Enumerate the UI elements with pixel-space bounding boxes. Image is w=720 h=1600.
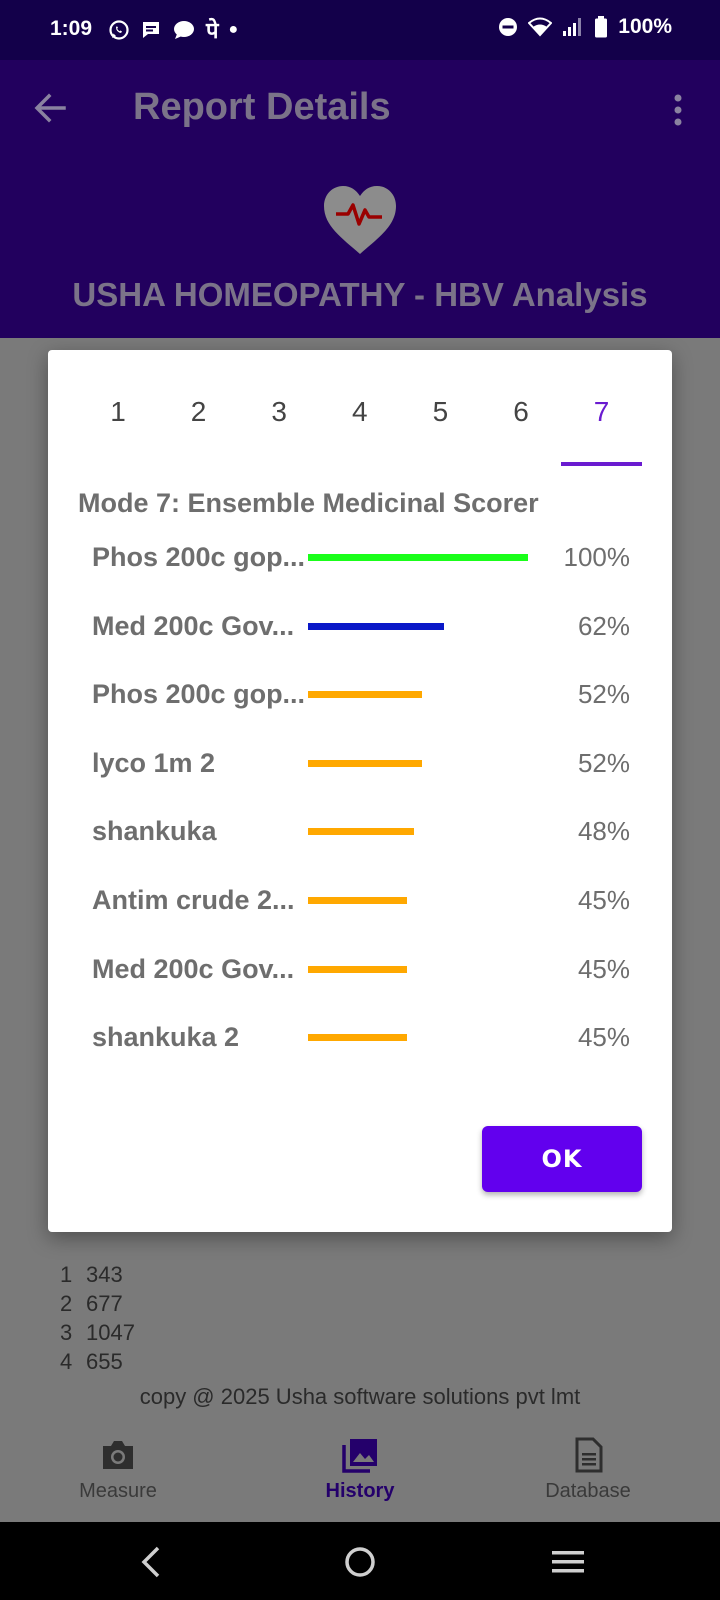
score-bar <box>308 965 407 973</box>
remedy-name: Med 200c Gov... <box>92 953 295 984</box>
score-row: Med 200c Gov... 45% <box>92 946 632 1015</box>
score-bar <box>308 896 407 904</box>
signal-icon <box>563 18 582 36</box>
score-row: Phos 200c gop... 52% <box>92 671 632 740</box>
score-bar <box>308 691 423 699</box>
list-item: 4 655 <box>60 1349 123 1374</box>
tab-mode-1[interactable]: 1 <box>110 396 126 427</box>
dnd-icon <box>499 18 518 36</box>
score-bar-track <box>308 896 528 904</box>
chat-icon <box>174 21 194 39</box>
score-bar <box>308 759 423 767</box>
active-tab-indicator <box>561 462 642 466</box>
score-row: shankuka 48% <box>92 808 632 877</box>
system-home-icon[interactable] <box>340 1542 380 1582</box>
score-percent: 45% <box>577 1022 630 1053</box>
copyright-text: copy @ 2025 Usha software solutions pvt … <box>139 1384 581 1409</box>
app-subtitle: USHA HOMEOPATHY - HBV Analysis <box>72 276 648 313</box>
score-bar-track <box>308 965 528 973</box>
score-bar-track <box>308 691 528 699</box>
tab-mode-2[interactable]: 2 <box>190 396 207 427</box>
score-bar <box>308 622 445 630</box>
nav-label-history: History <box>325 1480 395 1502</box>
page-title: Report Details <box>133 86 391 128</box>
score-bar <box>308 1034 407 1042</box>
list-item: 1 343 <box>60 1262 123 1287</box>
ok-button[interactable]: OK <box>482 1126 642 1192</box>
system-back-icon[interactable] <box>132 1542 172 1582</box>
mode-title: Mode 7: Ensemble Medicinal Scorer <box>78 488 539 518</box>
score-percent: 48% <box>577 816 630 847</box>
battery-percent: 100% <box>618 15 672 38</box>
arrow-back-icon[interactable] <box>30 88 70 128</box>
list-item: 2 677 <box>60 1291 123 1316</box>
score-percent: 62% <box>577 610 630 641</box>
nav-item-history[interactable]: History <box>280 1436 440 1503</box>
tab-mode-5[interactable]: 5 <box>432 396 449 427</box>
score-percent: 45% <box>577 884 630 915</box>
score-bar-track <box>308 828 528 836</box>
bottom-navigation: Measure History Database <box>0 1424 720 1522</box>
remedy-name: lyco 1m 2 <box>92 747 216 778</box>
message-icon <box>143 22 159 38</box>
heart-pulse-icon <box>324 186 396 254</box>
score-percent: 52% <box>577 679 630 710</box>
tab-mode-4[interactable]: 4 <box>352 396 368 427</box>
system-navigation-bar <box>0 1522 720 1600</box>
mode-tabs: 1 2 3 4 5 6 7 <box>78 382 642 442</box>
dot-icon: ● <box>228 21 239 38</box>
tab-mode-3[interactable]: 3 <box>271 396 287 427</box>
system-recents-icon[interactable] <box>548 1542 588 1582</box>
score-bar-track <box>308 1034 528 1042</box>
remedy-name: shankuka <box>92 816 217 847</box>
score-percent: 100% <box>563 542 631 572</box>
score-bar-track <box>308 554 528 561</box>
nav-label-database: Database <box>545 1480 631 1502</box>
system-status-icons: 100% <box>498 15 672 39</box>
remedy-name: Phos 200c gop... <box>92 679 306 710</box>
score-bar <box>308 828 414 836</box>
whatsapp-icon <box>109 20 129 40</box>
tab-mode-7[interactable]: 7 <box>593 396 610 427</box>
score-percent: 45% <box>577 953 630 984</box>
notification-icons: पे ● <box>108 15 238 45</box>
score-list: Phos 200c gop... 100% Med 200c Gov... 62… <box>92 534 632 1083</box>
wifi-icon <box>528 17 553 37</box>
score-row: Med 200c Gov... 62% <box>92 603 632 672</box>
remedy-name: shankuka 2 <box>92 1022 240 1053</box>
score-row: lyco 1m 2 52% <box>92 740 632 809</box>
values-list: 1 343 2 677 3 1047 4 655 <box>60 1260 135 1376</box>
remedy-name: Med 200c Gov... <box>92 610 295 641</box>
nav-label-measure: Measure <box>79 1480 157 1502</box>
phonepe-icon: पे <box>206 19 219 44</box>
nav-item-database[interactable]: Database <box>508 1436 668 1503</box>
mode-results-dialog: 1 2 3 4 5 6 7 Mode 7: Ensemble Medicinal… <box>48 350 672 1232</box>
photo-library-icon <box>342 1439 377 1473</box>
database-icon <box>575 1437 603 1473</box>
score-row: Phos 200c gop... 100% <box>92 534 632 603</box>
score-percent: 52% <box>577 747 630 778</box>
status-bar: 1:09 पे ● 100% <box>0 0 720 60</box>
score-bar-track <box>308 622 528 630</box>
tab-mode-6[interactable]: 6 <box>513 396 529 427</box>
score-row: Antim crude 2... 45% <box>92 877 632 946</box>
remedy-name: Phos 200c gop... <box>92 542 306 572</box>
status-time: 1:09 <box>50 17 93 40</box>
battery-icon <box>595 16 608 38</box>
score-bar-track <box>308 759 528 767</box>
camera-icon <box>103 1441 133 1469</box>
nav-item-measure[interactable]: Measure <box>38 1436 198 1503</box>
more-vert-icon[interactable] <box>668 92 688 132</box>
list-item: 3 1047 <box>60 1320 135 1345</box>
score-bar <box>308 554 528 561</box>
score-row: shankuka 2 45% <box>92 1014 632 1083</box>
remedy-name: Antim crude 2... <box>92 884 295 915</box>
